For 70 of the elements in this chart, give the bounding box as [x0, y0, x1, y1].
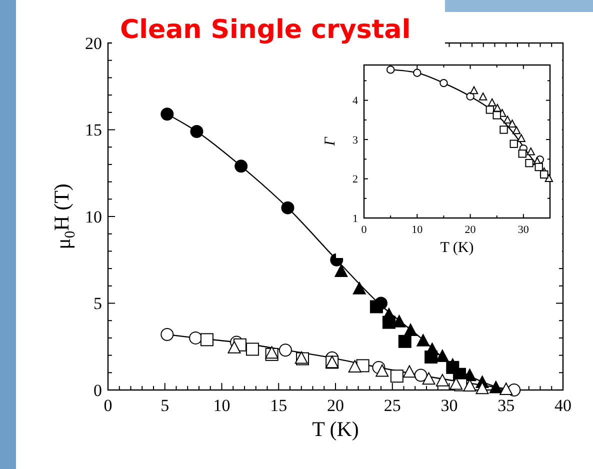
point	[370, 300, 383, 314]
point	[402, 365, 416, 378]
point	[160, 108, 174, 121]
point	[189, 331, 202, 344]
point	[246, 342, 259, 356]
point	[526, 147, 535, 156]
point	[390, 370, 404, 383]
point	[510, 140, 518, 148]
point	[228, 340, 241, 354]
point	[386, 66, 395, 74]
point	[512, 126, 521, 134]
point	[534, 162, 543, 172]
point	[492, 111, 501, 120]
point	[278, 344, 292, 357]
x-tick-label: 15	[270, 396, 288, 415]
point	[413, 68, 422, 77]
y-tick-label: 1	[352, 212, 358, 225]
point	[466, 92, 474, 100]
y-tick-label: 4	[352, 95, 358, 108]
point	[518, 150, 526, 158]
x-tick-label: 25	[384, 396, 401, 415]
point	[200, 333, 214, 346]
y-tick-label: 15	[85, 120, 102, 140]
point	[414, 368, 428, 382]
x-tick-label: 20	[464, 224, 476, 236]
point	[281, 201, 294, 214]
point	[404, 324, 418, 336]
x-tick-label: 20	[327, 396, 344, 415]
point	[525, 158, 534, 168]
point	[160, 328, 174, 341]
y-tick-label: 20	[85, 34, 102, 53]
point	[334, 264, 348, 278]
y-tick-label: 3	[352, 134, 358, 146]
point	[540, 170, 548, 179]
x-tick-label: 10	[412, 224, 424, 236]
y-tick-label: 0	[94, 380, 102, 400]
point	[436, 374, 449, 386]
x-tick-label: 30	[518, 224, 530, 236]
point	[463, 379, 476, 392]
x-tick-label: 30	[440, 396, 458, 415]
point	[450, 377, 463, 390]
point	[398, 334, 412, 348]
point	[234, 160, 248, 173]
x-axis-title: T (K)	[440, 240, 474, 256]
point	[500, 126, 508, 134]
x-tick-label: 0	[361, 224, 368, 236]
point	[489, 380, 502, 394]
y-tick-label: 2	[352, 174, 358, 186]
x-tick-label: 40	[554, 396, 572, 415]
point	[376, 364, 389, 377]
point	[348, 360, 362, 372]
point	[352, 282, 366, 294]
x-tick-label: 35	[498, 396, 515, 415]
point	[422, 372, 436, 385]
point	[478, 92, 488, 100]
x-axis-title: T (K)	[312, 417, 359, 441]
point	[470, 86, 478, 94]
x-tick-label: 5	[160, 396, 170, 415]
point	[190, 124, 204, 138]
point	[440, 78, 448, 88]
chart-title: Clean Single crystal	[120, 15, 411, 45]
point	[486, 106, 494, 114]
point	[424, 350, 438, 364]
y-axis-title: Γ	[322, 136, 339, 147]
x-tick-label: 10	[213, 396, 230, 415]
point	[476, 382, 489, 394]
point	[416, 334, 430, 346]
point	[436, 350, 449, 362]
y-tick-label: 5	[94, 294, 102, 314]
point	[382, 316, 396, 329]
